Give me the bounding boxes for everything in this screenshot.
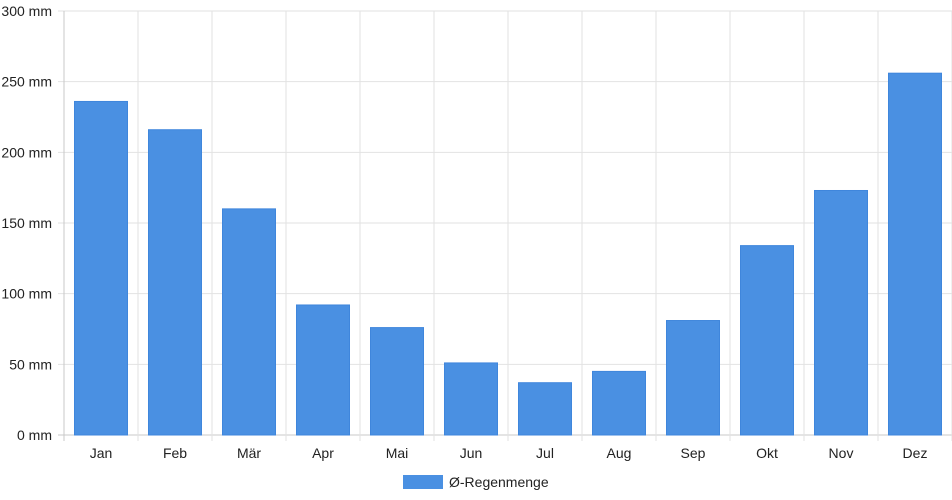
y-tick-label: 50 mm — [9, 356, 52, 372]
legend-swatch[interactable] — [403, 475, 443, 489]
bar-feb[interactable] — [148, 129, 202, 436]
x-tick-labels: Jan Feb Mär Apr Mai Jun Jul Aug Sep Okt Nov Dez — [90, 445, 928, 461]
x-tick-label: Feb — [163, 445, 187, 461]
y-tick-label: 150 mm — [1, 215, 52, 231]
legend: Ø-Regenmenge — [403, 474, 549, 490]
x-tick-label: Sep — [681, 445, 706, 461]
x-tick-label: Jun — [460, 445, 483, 461]
bar-apr[interactable] — [296, 304, 350, 436]
bar-nov[interactable] — [814, 189, 868, 436]
y-tick-label: 250 mm — [1, 74, 52, 90]
y-tick-label: 100 mm — [1, 286, 52, 302]
x-tick-label: Okt — [756, 445, 778, 461]
x-tick-label: Jan — [90, 445, 113, 461]
bar-series — [74, 72, 942, 436]
bar-mai[interactable] — [370, 327, 424, 436]
y-tick-label: 300 mm — [1, 3, 52, 19]
x-tick-label: Dez — [903, 445, 928, 461]
bar-okt[interactable] — [740, 245, 794, 436]
bar-jul[interactable] — [518, 382, 572, 436]
y-tick-labels: 0 mm 50 mm 100 mm 150 mm 200 mm 250 mm 300 mm — [1, 3, 52, 443]
x-tick-label: Nov — [829, 445, 854, 461]
bar-dez[interactable] — [888, 72, 942, 436]
x-tick-label: Mär — [237, 445, 261, 461]
y-tick-label: 0 mm — [17, 427, 52, 443]
x-tick-label: Mai — [386, 445, 409, 461]
x-tick-label: Apr — [312, 445, 334, 461]
grid-lines — [58, 10, 952, 441]
x-tick-label: Jul — [536, 445, 554, 461]
bar-sep[interactable] — [666, 320, 720, 436]
bar-jan[interactable] — [74, 100, 128, 436]
x-tick-label: Aug — [607, 445, 632, 461]
y-tick-label: 200 mm — [1, 144, 52, 160]
bar-jun[interactable] — [444, 362, 498, 436]
bar-aug[interactable] — [592, 370, 646, 436]
bar-mär[interactable] — [222, 208, 276, 436]
legend-label[interactable]: Ø-Regenmenge — [449, 474, 549, 490]
